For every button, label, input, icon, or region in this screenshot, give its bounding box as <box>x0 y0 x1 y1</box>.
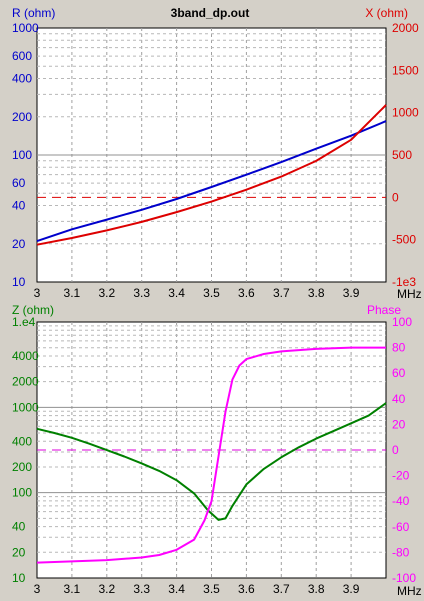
left-axis-tick-label: 20 <box>12 545 26 559</box>
z-axis-tick-labels: 1.e4 4000 2000 1000 400 200 100 40 20 10 <box>12 315 39 585</box>
right-axis-tick-label: -80 <box>392 545 410 559</box>
x-ohm-series-line <box>36 104 387 246</box>
left-axis-tick-label: 400 <box>12 72 32 86</box>
freq-tick-label: 3.6 <box>238 286 255 300</box>
phase-axis-label: Phase <box>367 303 401 317</box>
left-axis-tick-label: 100 <box>12 486 32 500</box>
freq-tick-label: 3.7 <box>273 286 290 300</box>
freq-tick-label: 3 <box>34 582 41 596</box>
right-axis-tick-label: 1000 <box>392 106 419 120</box>
right-axis-tick-label: 100 <box>392 315 412 329</box>
r-ohm-series-line <box>36 120 387 243</box>
left-axis-tick-label: 40 <box>12 520 26 534</box>
right-axis-tick-label: -1e3 <box>392 275 416 289</box>
freq-tick-label: 3.2 <box>98 286 115 300</box>
left-axis-tick-label: 200 <box>12 110 32 124</box>
right-axis-tick-label: -500 <box>392 233 416 247</box>
chart-title: 3band_dp.out <box>171 6 250 20</box>
freq-tick-label: 3.8 <box>308 286 325 300</box>
rx-series <box>36 104 387 246</box>
freq-tick-label: 3.7 <box>273 582 290 596</box>
right-axis-tick-label: -100 <box>392 571 416 585</box>
right-axis-tick-label: 20 <box>392 417 406 431</box>
left-axis-tick-label: 600 <box>12 49 32 63</box>
right-axis-tick-label: 0 <box>392 443 399 457</box>
freq-tick-label: 3.8 <box>308 582 325 596</box>
freq-unit-label-bottom: MHz <box>397 584 422 598</box>
rx-grid <box>37 28 386 282</box>
right-axis-tick-label: -20 <box>392 469 410 483</box>
freq-tick-label: 3.6 <box>238 582 255 596</box>
freq-tick-label: 3.1 <box>64 286 81 300</box>
right-axis-tick-label: -60 <box>392 520 410 534</box>
freq-unit-label-top: MHz <box>397 287 422 301</box>
right-axis-tick-label: -40 <box>392 494 410 508</box>
left-axis-tick-label: 100 <box>12 148 32 162</box>
freq-tick-label: 3 <box>34 286 41 300</box>
x-axis-label: X (ohm) <box>365 6 408 20</box>
freq-tick-label: 3.5 <box>203 286 220 300</box>
left-axis-tick-label: 1000 <box>12 400 39 414</box>
left-axis-tick-label: 60 <box>12 176 26 190</box>
freq-tick-label: 3.9 <box>343 286 360 300</box>
freq-tick-label: 3.1 <box>64 582 81 596</box>
r-axis-label: R (ohm) <box>12 6 55 20</box>
freq-tick-label: 3.3 <box>133 286 150 300</box>
left-axis-tick-label: 10 <box>12 571 26 585</box>
freq-tick-label: 3.9 <box>343 582 360 596</box>
left-axis-tick-label: 4000 <box>12 349 39 363</box>
freq-tick-label: 3.4 <box>168 582 185 596</box>
left-axis-tick-label: 2000 <box>12 375 39 389</box>
left-axis-tick-label: 1000 <box>12 21 39 35</box>
r-axis-tick-labels: 1000 600 400 200 100 60 40 20 10 <box>12 21 39 289</box>
left-axis-tick-label: 40 <box>12 199 26 213</box>
z-phase-series <box>36 346 387 564</box>
freq-tick-label: 3.5 <box>203 582 220 596</box>
left-axis-tick-label: 200 <box>12 460 32 474</box>
freq-axis-tick-labels-top: 3 3.1 3.2 3.3 3.4 3.5 3.6 3.7 3.8 3.9 <box>34 286 360 300</box>
right-axis-tick-label: 2000 <box>392 21 419 35</box>
freq-tick-label: 3.3 <box>133 582 150 596</box>
right-axis-tick-label: 60 <box>392 366 406 380</box>
phase-series-line <box>36 346 386 564</box>
right-axis-tick-label: 500 <box>392 148 412 162</box>
rx-chart: 1000 600 400 200 100 60 40 20 10 2000 1500 1000 500… <box>12 6 422 301</box>
z-axis-label: Z (ohm) <box>12 303 54 317</box>
freq-tick-label: 3.2 <box>98 582 115 596</box>
z-ohm-series-line <box>36 402 387 521</box>
left-axis-tick-label: 20 <box>12 237 26 251</box>
z-phase-grid <box>37 322 386 578</box>
left-axis-tick-label: 10 <box>12 275 26 289</box>
left-axis-tick-label: 1.e4 <box>12 315 36 329</box>
freq-axis-tick-labels-bottom: 3 3.1 3.2 3.3 3.4 3.5 3.6 3.7 3.8 3.9 <box>34 582 360 596</box>
left-axis-tick-label: 400 <box>12 434 32 448</box>
right-axis-tick-label: 1500 <box>392 63 419 77</box>
right-axis-tick-label: 0 <box>392 190 399 204</box>
phase-axis-tick-labels: 100 80 60 40 20 0 -20 -40 -60 -80 -100 <box>392 315 416 585</box>
right-axis-tick-label: 80 <box>392 341 406 355</box>
x-axis-tick-labels: 2000 1500 1000 500 0 -500 -1e3 <box>392 21 419 289</box>
right-axis-tick-label: 40 <box>392 392 406 406</box>
freq-tick-label: 3.4 <box>168 286 185 300</box>
